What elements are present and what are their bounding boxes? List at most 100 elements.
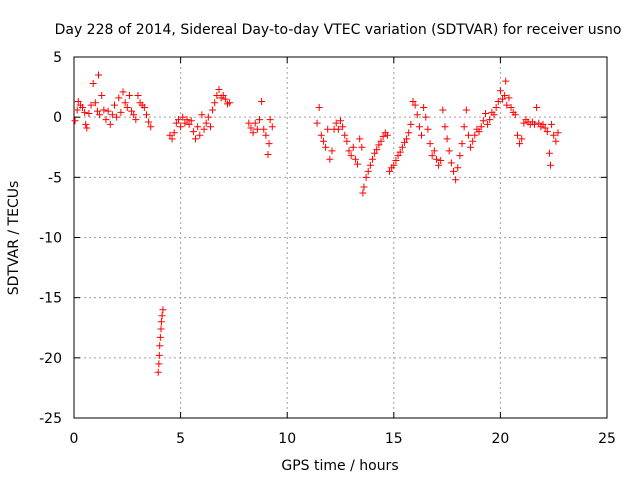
x-tick-label: 5	[176, 431, 185, 447]
data-point	[106, 120, 114, 128]
data-point	[156, 333, 164, 341]
data-point	[313, 119, 321, 127]
data-point	[426, 140, 434, 148]
data-point	[192, 135, 200, 143]
data-point	[439, 106, 447, 114]
data-point	[349, 143, 357, 151]
data-point	[441, 123, 449, 131]
axis-ticks: 0 5 10 15 20 25 5 0 -5 -10 -15 -20 -25	[39, 50, 616, 447]
data-point	[89, 79, 97, 87]
data-point	[341, 131, 349, 139]
data-point	[185, 120, 193, 128]
data-point	[155, 351, 163, 359]
chart-title: Day 228 of 2014, Sidereal Day-to-day VTE…	[55, 22, 622, 38]
y-tick-label: -25	[39, 411, 62, 427]
data-point	[206, 123, 214, 131]
data-point	[520, 119, 528, 127]
data-point	[156, 342, 164, 350]
data-point	[245, 119, 253, 127]
data-point	[550, 131, 558, 139]
data-point	[392, 156, 400, 164]
data-point	[364, 167, 372, 175]
data-point	[359, 189, 367, 197]
data-point	[125, 92, 133, 100]
data-point	[543, 128, 551, 136]
data-point	[547, 161, 555, 169]
data-point	[428, 152, 436, 160]
data-point	[189, 128, 197, 136]
data-point	[486, 116, 494, 124]
data-point	[134, 92, 142, 100]
data-point	[324, 125, 332, 133]
data-point	[456, 152, 464, 160]
data-point	[326, 155, 334, 163]
data-point	[194, 123, 202, 131]
data-point	[247, 124, 255, 132]
data-point	[121, 99, 129, 107]
data-point	[379, 132, 387, 140]
data-point	[383, 131, 391, 139]
data-point	[422, 113, 430, 121]
data-point	[265, 140, 273, 148]
data-point	[260, 125, 268, 133]
data-point	[460, 123, 468, 131]
y-tick-label: 5	[53, 50, 62, 66]
data-point	[221, 95, 229, 103]
data-point	[377, 137, 385, 145]
data-point	[481, 110, 489, 118]
data-point	[174, 116, 182, 124]
data-point	[411, 101, 419, 109]
data-point	[394, 152, 402, 160]
data-point	[130, 111, 138, 119]
data-point	[95, 71, 103, 79]
data-point	[251, 119, 259, 127]
data-point	[362, 173, 370, 181]
data-point	[533, 104, 541, 112]
data-point	[249, 129, 257, 137]
data-point	[405, 129, 413, 137]
data-point	[386, 167, 394, 175]
data-point	[181, 119, 189, 127]
data-point	[322, 143, 330, 151]
data-point	[123, 104, 131, 112]
data-point	[360, 183, 368, 191]
data-point	[145, 118, 153, 126]
data-point	[119, 88, 127, 96]
data-point	[464, 131, 472, 139]
data-point	[373, 146, 381, 154]
data-point	[462, 106, 470, 114]
data-point	[511, 111, 519, 119]
data-point	[115, 94, 123, 102]
data-point	[200, 125, 208, 133]
data-point	[535, 119, 543, 127]
data-point	[196, 131, 204, 139]
data-point	[518, 135, 526, 143]
data-point	[226, 99, 234, 107]
data-point	[339, 123, 347, 131]
data-point	[71, 117, 79, 125]
data-point	[264, 150, 272, 158]
data-point	[407, 120, 415, 128]
data-point	[452, 176, 460, 184]
data-point	[93, 107, 101, 115]
data-point	[157, 318, 165, 326]
data-point	[128, 107, 136, 115]
data-point	[390, 161, 398, 169]
data-point	[356, 135, 364, 143]
data-point	[484, 120, 492, 128]
data-point	[74, 98, 82, 106]
x-tick-label: 25	[598, 431, 616, 447]
data-point	[96, 111, 104, 119]
x-tick-label: 20	[491, 431, 509, 447]
data-point	[179, 113, 187, 121]
data-point	[477, 123, 485, 131]
data-point	[343, 137, 351, 145]
data-point	[159, 306, 167, 314]
data-point	[368, 155, 376, 163]
data-point	[469, 137, 477, 145]
data-point	[490, 111, 498, 119]
data-point	[87, 101, 95, 109]
data-point	[198, 111, 206, 119]
data-point	[111, 101, 119, 109]
